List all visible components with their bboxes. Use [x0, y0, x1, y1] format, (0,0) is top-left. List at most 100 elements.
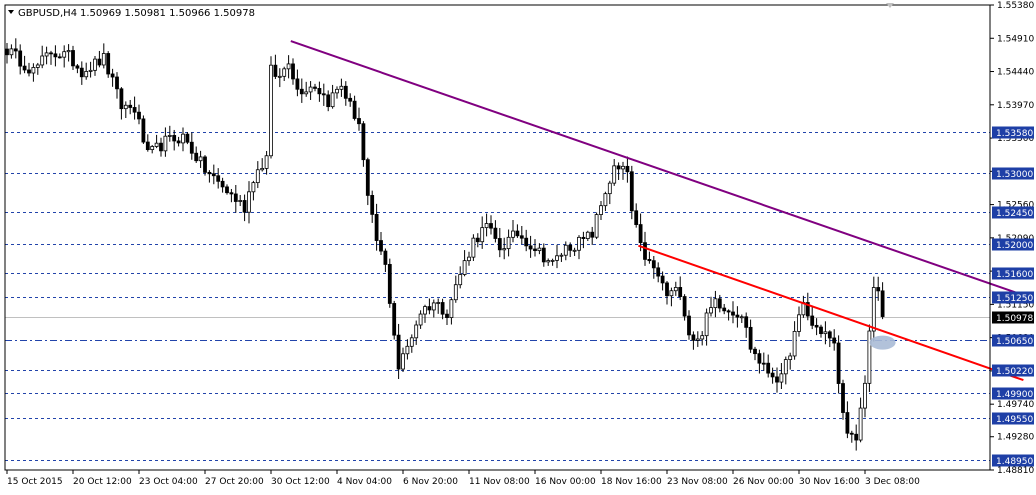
candle	[656, 262, 661, 283]
candle-body	[880, 290, 885, 317]
candle-body	[159, 142, 163, 152]
candle-body	[88, 69, 93, 72]
candle	[638, 213, 643, 252]
candle-body	[348, 97, 353, 102]
candle-body	[656, 267, 661, 277]
candle	[35, 62, 40, 75]
candle-body	[515, 230, 520, 237]
candle-body	[761, 362, 766, 365]
level-label-box	[992, 126, 1034, 139]
candle	[673, 281, 678, 296]
candle-body	[225, 186, 229, 194]
candle-body	[616, 165, 621, 170]
candle-body	[823, 331, 828, 335]
candle	[506, 229, 511, 257]
candle-body	[559, 254, 564, 257]
candle-body	[572, 249, 577, 252]
candle	[260, 158, 265, 172]
candle	[717, 294, 722, 313]
time-tick-label: 15 Oct 2015	[7, 477, 63, 487]
candle	[255, 161, 260, 189]
candle-body	[392, 303, 397, 336]
trendlines[interactable]	[290, 40, 1024, 382]
candle-body	[242, 200, 247, 213]
candle	[339, 78, 344, 97]
candle	[304, 81, 309, 97]
candle-body	[775, 376, 779, 383]
candle	[308, 81, 313, 100]
level-label: 1.48950	[996, 457, 1033, 467]
candle	[704, 308, 709, 346]
candle-body	[625, 165, 630, 173]
price-tick-label: 1.49740	[997, 400, 1034, 410]
candle	[814, 318, 819, 336]
candle	[555, 244, 559, 269]
candle-body	[220, 180, 225, 188]
candle	[291, 58, 295, 85]
candle	[396, 323, 401, 379]
candle-body	[137, 111, 141, 120]
candle-body	[374, 213, 379, 241]
trendline[interactable]	[290, 40, 1024, 297]
candle	[678, 276, 683, 301]
candles	[5, 38, 885, 451]
candle-body	[841, 383, 845, 413]
candle-body	[475, 237, 480, 243]
candle-body	[53, 53, 58, 58]
candle	[607, 180, 612, 205]
candle	[141, 115, 146, 144]
candle-body	[484, 223, 489, 229]
candle	[449, 298, 454, 325]
candle	[766, 354, 771, 378]
candle-body	[876, 287, 881, 292]
candle	[119, 87, 124, 120]
candle-body	[713, 298, 718, 309]
candle	[343, 81, 348, 106]
candle	[541, 243, 546, 267]
candle	[445, 309, 449, 326]
dropdown-triangle-icon[interactable]	[8, 10, 14, 14]
candle	[348, 93, 353, 107]
candle-body	[93, 58, 97, 71]
time-tick-label: 16 Nov 00:00	[535, 477, 596, 487]
candle	[335, 86, 339, 99]
candle-body	[418, 313, 423, 326]
highlight-ellipse[interactable]	[869, 335, 896, 350]
candle	[731, 301, 735, 324]
candle	[431, 299, 436, 318]
candle	[137, 104, 141, 125]
candle	[735, 306, 740, 328]
candle	[502, 237, 507, 260]
candle	[145, 134, 150, 152]
candle-body	[607, 182, 612, 195]
level-label: 1.50650	[996, 337, 1033, 347]
candle	[418, 310, 423, 329]
candle-body	[365, 159, 370, 196]
candle-body	[264, 155, 269, 169]
candle	[871, 276, 876, 342]
candle	[682, 294, 687, 321]
candle-body	[621, 165, 625, 170]
candle	[317, 81, 322, 102]
candle	[101, 43, 106, 69]
candle-body	[326, 94, 331, 108]
candle-body	[339, 85, 344, 90]
candle	[612, 159, 617, 186]
candle-body	[453, 284, 458, 301]
candle	[599, 201, 603, 221]
candle	[370, 190, 375, 223]
chart-shift-triangle-icon[interactable]	[886, 3, 894, 8]
candle	[854, 424, 859, 451]
candle	[313, 83, 317, 92]
candle-body	[207, 171, 212, 175]
candle	[625, 156, 630, 183]
candle	[489, 215, 493, 235]
candle	[71, 45, 75, 71]
candle	[484, 213, 489, 237]
candle	[823, 321, 828, 345]
candle	[467, 251, 471, 266]
candle	[233, 185, 238, 213]
trendline[interactable]	[638, 244, 1024, 382]
